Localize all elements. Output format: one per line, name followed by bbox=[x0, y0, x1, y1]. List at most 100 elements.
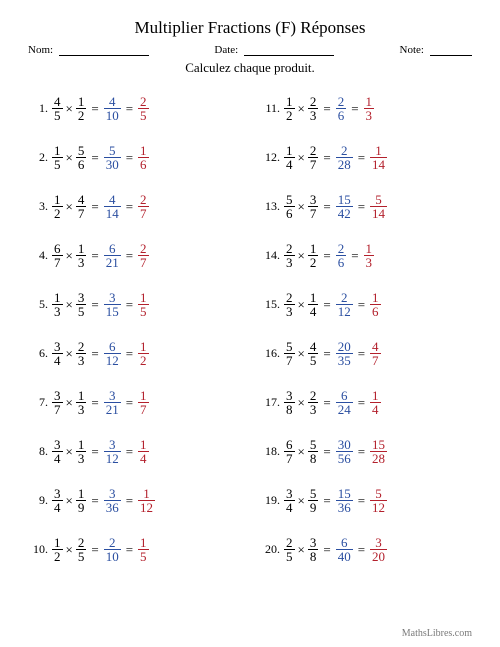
equals-op: = bbox=[121, 199, 138, 215]
problem-expression: 23×14=212=16 bbox=[284, 291, 381, 318]
equals-op: = bbox=[86, 150, 103, 166]
equals-op: = bbox=[353, 346, 370, 362]
equals-op: = bbox=[346, 248, 363, 264]
equals-op: = bbox=[121, 101, 138, 117]
problem-number: 13. bbox=[260, 199, 284, 214]
equals-op: = bbox=[353, 297, 370, 313]
problem-row: 16.57×45=2035=47 bbox=[260, 329, 472, 378]
problem-expression: 25×38=640=320 bbox=[284, 536, 387, 563]
problem-expression: 12×47=414=27 bbox=[52, 193, 149, 220]
problem-number: 16. bbox=[260, 346, 284, 361]
equals-op: = bbox=[318, 248, 335, 264]
problem-number: 8. bbox=[28, 444, 52, 459]
times-op: × bbox=[63, 199, 76, 215]
problem-number: 3. bbox=[28, 199, 52, 214]
times-op: × bbox=[295, 297, 308, 313]
problem-row: 20.25×38=640=320 bbox=[260, 525, 472, 574]
problem-expression: 34×13=312=14 bbox=[52, 438, 149, 465]
problem-number: 12. bbox=[260, 150, 284, 165]
equals-op: = bbox=[121, 395, 138, 411]
problem-row: 9.34×19=336=112 bbox=[28, 476, 240, 525]
times-op: × bbox=[63, 542, 76, 558]
problem-expression: 37×13=321=17 bbox=[52, 389, 149, 416]
problem-expression: 56×37=1542=514 bbox=[284, 193, 387, 220]
problem-row: 8.34×13=312=14 bbox=[28, 427, 240, 476]
footer-watermark: MathsLibres.com bbox=[402, 628, 472, 639]
equals-op: = bbox=[86, 542, 103, 558]
problem-row: 18.67×58=3056=1528 bbox=[260, 427, 472, 476]
problem-number: 9. bbox=[28, 493, 52, 508]
note-label: Note: bbox=[400, 44, 424, 56]
problem-number: 7. bbox=[28, 395, 52, 410]
date-label: Date: bbox=[214, 44, 238, 56]
times-op: × bbox=[63, 101, 76, 117]
equals-op: = bbox=[318, 101, 335, 117]
problem-number: 10. bbox=[28, 542, 52, 557]
equals-op: = bbox=[318, 444, 335, 460]
equals-op: = bbox=[318, 150, 335, 166]
equals-op: = bbox=[86, 199, 103, 215]
problem-expression: 14×27=228=114 bbox=[284, 144, 387, 171]
problem-expression: 15×56=530=16 bbox=[52, 144, 149, 171]
times-op: × bbox=[63, 297, 76, 313]
problem-row: 7.37×13=321=17 bbox=[28, 378, 240, 427]
equals-op: = bbox=[353, 199, 370, 215]
equals-op: = bbox=[318, 346, 335, 362]
page-title: Multiplier Fractions (F) Réponses bbox=[28, 18, 472, 38]
equals-op: = bbox=[353, 493, 370, 509]
problem-number: 19. bbox=[260, 493, 284, 508]
problem-expression: 67×13=621=27 bbox=[52, 242, 149, 269]
problem-row: 2.15×56=530=16 bbox=[28, 133, 240, 182]
equals-op: = bbox=[353, 444, 370, 460]
times-op: × bbox=[295, 493, 308, 509]
equals-op: = bbox=[86, 101, 103, 117]
problem-row: 17.38×23=624=14 bbox=[260, 378, 472, 427]
times-op: × bbox=[63, 493, 76, 509]
equals-op: = bbox=[86, 395, 103, 411]
problem-expression: 34×23=612=12 bbox=[52, 340, 149, 367]
equals-op: = bbox=[353, 150, 370, 166]
problem-expression: 12×25=210=15 bbox=[52, 536, 149, 563]
equals-op: = bbox=[121, 150, 138, 166]
problem-row: 12.14×27=228=114 bbox=[260, 133, 472, 182]
equals-op: = bbox=[346, 101, 363, 117]
problem-expression: 34×59=1536=512 bbox=[284, 487, 387, 514]
times-op: × bbox=[295, 346, 308, 362]
equals-op: = bbox=[121, 297, 138, 313]
equals-op: = bbox=[318, 297, 335, 313]
equals-op: = bbox=[121, 248, 138, 264]
problem-number: 20. bbox=[260, 542, 284, 557]
problem-expression: 45×12=410=25 bbox=[52, 95, 149, 122]
problem-row: 15.23×14=212=16 bbox=[260, 280, 472, 329]
equals-op: = bbox=[318, 542, 335, 558]
times-op: × bbox=[63, 248, 76, 264]
equals-op: = bbox=[318, 395, 335, 411]
times-op: × bbox=[295, 248, 308, 264]
equals-op: = bbox=[121, 444, 138, 460]
name-line bbox=[59, 44, 149, 56]
problem-number: 2. bbox=[28, 150, 52, 165]
equals-op: = bbox=[86, 493, 103, 509]
times-op: × bbox=[295, 101, 308, 117]
problem-row: 1.45×12=410=25 bbox=[28, 84, 240, 133]
problem-row: 5.13×35=315=15 bbox=[28, 280, 240, 329]
equals-op: = bbox=[121, 542, 138, 558]
equals-op: = bbox=[121, 493, 138, 509]
problem-row: 13.56×37=1542=514 bbox=[260, 182, 472, 231]
note-line bbox=[430, 44, 472, 56]
equals-op: = bbox=[121, 346, 138, 362]
problem-expression: 57×45=2035=47 bbox=[284, 340, 381, 367]
problem-number: 1. bbox=[28, 101, 52, 116]
times-op: × bbox=[295, 542, 308, 558]
equals-op: = bbox=[86, 346, 103, 362]
problem-number: 18. bbox=[260, 444, 284, 459]
problem-row: 19.34×59=1536=512 bbox=[260, 476, 472, 525]
times-op: × bbox=[295, 395, 308, 411]
problem-expression: 38×23=624=14 bbox=[284, 389, 381, 416]
problem-number: 11. bbox=[260, 101, 284, 116]
date-line bbox=[244, 44, 334, 56]
column-left: 1.45×12=410=252.15×56=530=163.12×47=414=… bbox=[28, 84, 240, 574]
times-op: × bbox=[295, 444, 308, 460]
problem-expression: 67×58=3056=1528 bbox=[284, 438, 387, 465]
times-op: × bbox=[63, 150, 76, 166]
